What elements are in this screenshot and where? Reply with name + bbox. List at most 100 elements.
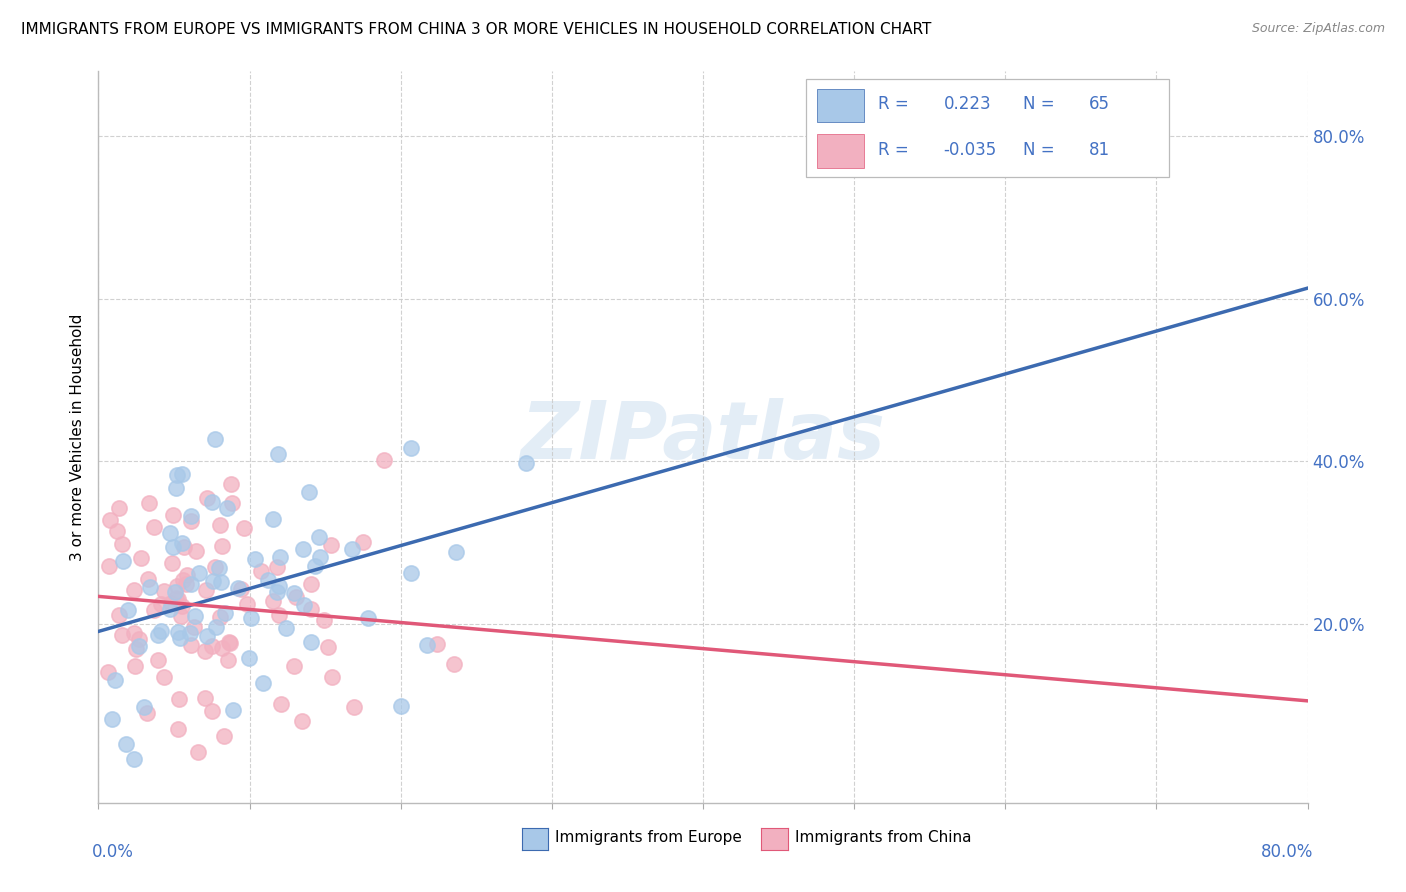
Point (166, 591, 188, 606)
Point (195, 629, 218, 643)
Text: IMMIGRANTS FROM EUROPE VS IMMIGRANTS FROM CHINA 3 OR MORE VEHICLES IN HOUSEHOLD : IMMIGRANTS FROM EUROPE VS IMMIGRANTS FRO… (21, 22, 931, 37)
Point (342, 541, 364, 556)
Point (321, 670, 343, 684)
Point (292, 599, 315, 613)
Point (122, 625, 145, 640)
Point (117, 603, 139, 617)
Point (304, 558, 326, 573)
Point (173, 540, 195, 554)
Point (105, 524, 128, 539)
Point (186, 544, 208, 558)
Point (159, 526, 181, 541)
Point (166, 625, 188, 640)
Point (238, 651, 260, 665)
Point (357, 610, 380, 624)
Point (399, 442, 422, 456)
Point (226, 581, 249, 595)
Point (103, 822, 125, 836)
Point (150, 624, 173, 638)
Text: 0.0%: 0.0% (93, 843, 134, 861)
Point (134, 699, 156, 714)
Point (285, 590, 308, 604)
Text: Source: ZipAtlas.com: Source: ZipAtlas.com (1251, 22, 1385, 36)
Point (143, 603, 166, 617)
Point (309, 550, 332, 565)
Point (301, 602, 323, 616)
Point (136, 572, 159, 586)
Point (187, 566, 209, 580)
Point (249, 564, 271, 578)
Point (98, 513, 121, 527)
Point (152, 583, 174, 598)
Point (352, 534, 374, 549)
Point (308, 530, 330, 544)
Text: Immigrants from China: Immigrants from China (794, 830, 972, 846)
Point (183, 620, 205, 634)
Point (401, 566, 423, 580)
Point (416, 638, 439, 652)
Point (236, 597, 259, 611)
Point (112, 554, 135, 568)
Point (204, 560, 226, 574)
Point (122, 752, 145, 766)
Point (172, 573, 194, 587)
Point (159, 602, 181, 616)
Point (108, 608, 131, 623)
Point (426, 637, 449, 651)
Point (214, 606, 236, 620)
Point (165, 481, 187, 495)
Point (218, 635, 240, 649)
Point (316, 640, 339, 655)
Point (176, 568, 198, 582)
Point (240, 611, 263, 625)
Point (129, 550, 152, 565)
Point (186, 745, 208, 759)
Point (274, 621, 297, 635)
Point (201, 495, 224, 509)
Point (262, 593, 284, 607)
Point (138, 496, 160, 510)
Point (169, 631, 191, 645)
Point (267, 447, 290, 461)
Point (143, 520, 166, 534)
Point (194, 644, 217, 658)
Point (252, 676, 274, 690)
Point (373, 453, 395, 467)
Point (389, 699, 412, 714)
Point (245, 552, 267, 566)
Point (135, 706, 157, 721)
Point (269, 607, 291, 622)
Point (193, 690, 215, 705)
Point (209, 575, 232, 590)
Point (201, 704, 224, 718)
Point (205, 620, 228, 634)
Point (111, 628, 134, 642)
Point (184, 609, 207, 624)
Point (160, 556, 183, 570)
Point (146, 628, 169, 642)
Point (292, 541, 315, 556)
Point (515, 456, 537, 470)
Point (125, 642, 148, 657)
Point (222, 703, 245, 717)
Point (283, 586, 305, 600)
Point (165, 591, 187, 606)
Point (211, 540, 233, 554)
Point (217, 653, 239, 667)
Point (153, 670, 176, 684)
Point (209, 609, 232, 624)
Y-axis label: 3 or more Vehicles in Household: 3 or more Vehicles in Household (70, 313, 86, 561)
Point (170, 535, 193, 549)
Point (122, 583, 145, 598)
Point (215, 500, 238, 515)
Point (162, 508, 184, 522)
Point (179, 626, 201, 640)
Point (343, 700, 366, 714)
Point (229, 582, 252, 596)
Point (100, 712, 122, 726)
Point (266, 585, 288, 599)
Point (262, 512, 284, 526)
Point (180, 509, 202, 524)
Point (104, 673, 127, 687)
Point (221, 476, 243, 491)
